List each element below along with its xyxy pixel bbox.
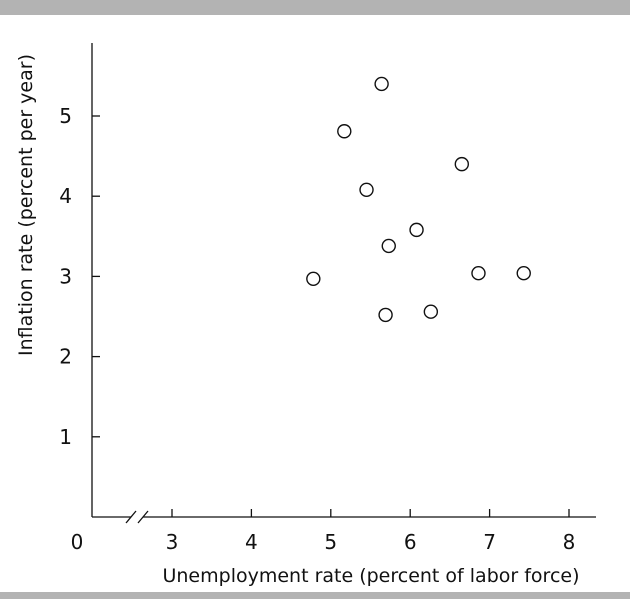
data-points [306, 76, 531, 323]
x-tick-label: 4 [245, 530, 258, 554]
bottom-rule [0, 592, 630, 599]
x-tick-label: 3 [166, 530, 179, 554]
data-point [471, 265, 486, 281]
top-rule [0, 0, 630, 15]
y-tick-label: 2 [59, 345, 72, 369]
y-axis-label: Inflation rate (percent per year) [15, 54, 37, 356]
y-tick-label: 5 [59, 104, 72, 128]
x-tick-label: 6 [404, 530, 417, 554]
axis-break-mark [125, 510, 137, 524]
x-tick-label: 8 [563, 530, 576, 554]
data-point [378, 307, 393, 323]
data-point [359, 182, 374, 197]
x-tick-label: 5 [324, 530, 337, 554]
data-point [423, 304, 439, 319]
y-ticks: 1 2 3 4 5 [59, 104, 100, 449]
data-point [409, 222, 424, 238]
x-tick-label: 7 [483, 530, 496, 554]
axis-break-mark [137, 510, 149, 524]
y-tick-label: 3 [59, 264, 72, 288]
origin-label: 0 [71, 530, 84, 554]
data-point [381, 238, 396, 254]
data-point [516, 265, 531, 281]
data-point [374, 76, 389, 92]
data-point [306, 271, 321, 287]
y-tick-label: 4 [59, 184, 72, 208]
x-ticks: 3 4 5 6 7 8 [166, 509, 576, 554]
data-point [337, 124, 352, 139]
data-point [454, 156, 470, 172]
y-tick-label: 1 [59, 425, 72, 449]
x-axis-label: Unemployment rate (percent of labor forc… [162, 565, 579, 587]
axes [91, 43, 596, 524]
